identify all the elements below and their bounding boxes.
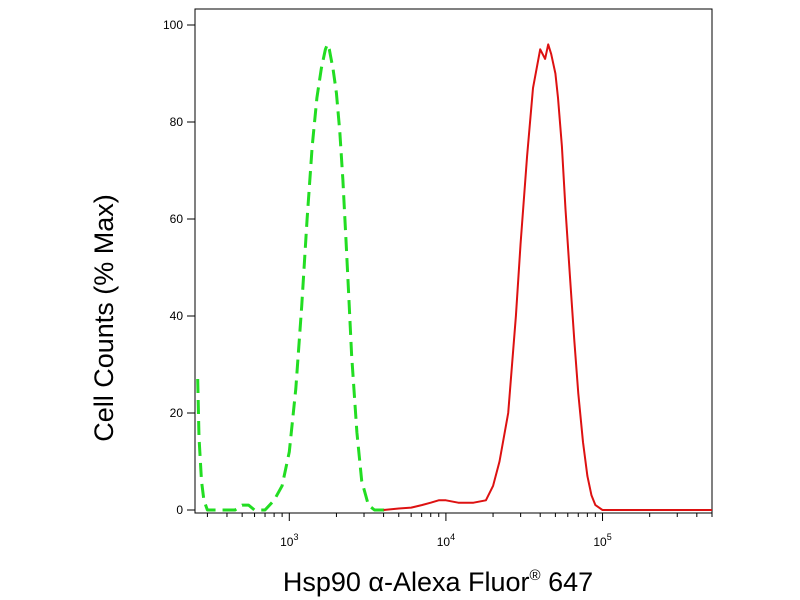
y-tick-label-4: 80: [170, 115, 184, 129]
series-line-1: [196, 42, 387, 512]
x-tick-label-1: 104: [437, 532, 455, 549]
x-axis-title-main: Hsp90 α-Alexa Fluor: [283, 567, 530, 597]
x-axis-title: Hsp90 α-Alexa Fluor® 647: [283, 567, 593, 597]
series-line-2: [383, 43, 712, 511]
plot-border: [194, 8, 713, 514]
plot-frame: [194, 8, 713, 514]
x-tick-base-2: 10: [593, 535, 607, 549]
y-axis-title: Cell Counts (% Max): [89, 194, 119, 442]
y-tick-label-0: 0: [176, 503, 183, 517]
x-axis-title-tail: 647: [541, 567, 594, 597]
x-tick-label-2: 105: [593, 532, 611, 549]
y-tick-label-3: 60: [170, 212, 184, 226]
y-tick-label-5: 100: [163, 18, 183, 32]
x-axis-title-registered-mark: ®: [530, 567, 541, 584]
series-layer: [196, 42, 712, 512]
x-tick-exponent-2: 5: [607, 532, 612, 542]
y-axis-ticks: 0 20 40 60 80 100: [163, 18, 195, 517]
x-axis-ticks: 103 104 105: [206, 513, 713, 549]
y-tick-label-2: 40: [170, 309, 184, 323]
x-tick-exponent-0: 3: [293, 532, 298, 542]
y-tick-label-1: 20: [170, 406, 184, 420]
x-tick-base-1: 10: [437, 535, 451, 549]
x-tick-base-0: 10: [280, 535, 294, 549]
x-tick-label-0: 103: [280, 532, 298, 549]
x-tick-exponent-1: 4: [450, 532, 455, 542]
